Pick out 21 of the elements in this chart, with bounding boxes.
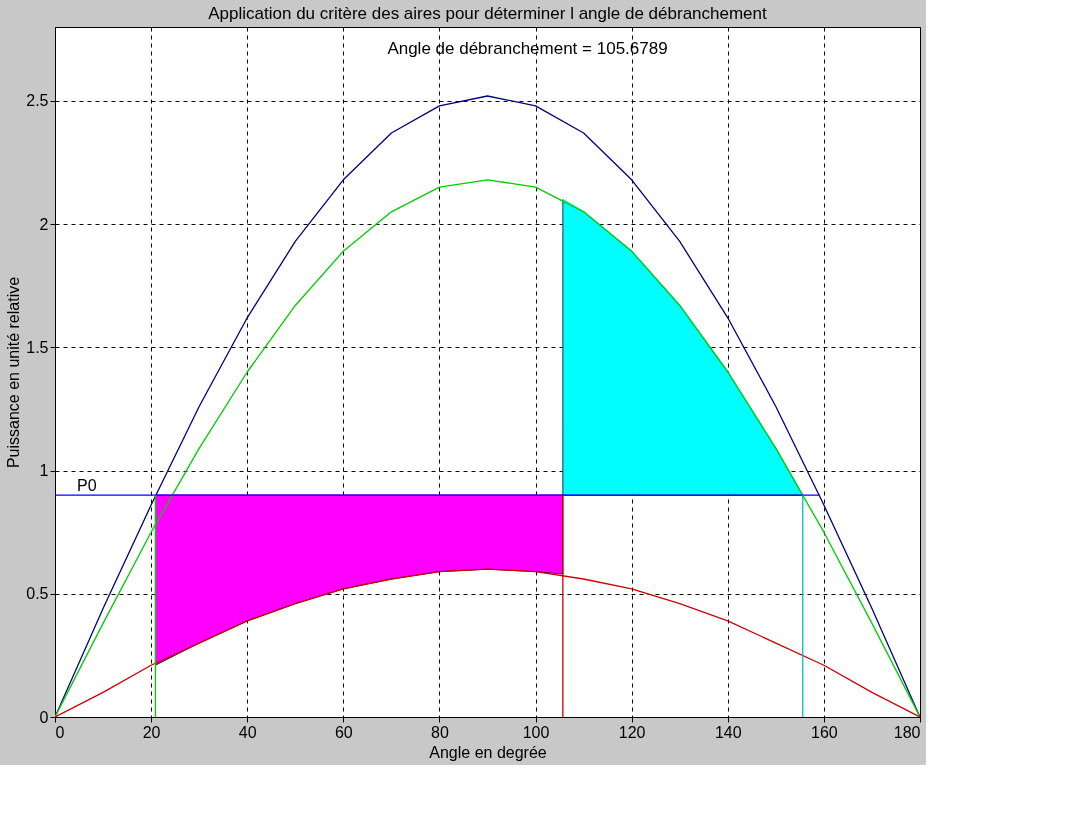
x-tick-label: 80 xyxy=(431,723,449,741)
x-tick-label: 20 xyxy=(142,723,161,741)
y-tick-label: 2.5 xyxy=(26,92,49,110)
series-label: P0 xyxy=(77,477,97,495)
y-tick-label: 1.5 xyxy=(26,338,49,356)
annotation: Angle de débranchement = 105.6789 xyxy=(387,39,668,58)
y-tick-label: 2 xyxy=(39,215,49,233)
x-tick-label: 160 xyxy=(811,723,838,741)
y-tick-label: 0 xyxy=(39,708,49,726)
x-tick-label: 180 xyxy=(893,723,921,741)
y-tick-label: 0.5 xyxy=(26,585,49,603)
x-tick-label: 140 xyxy=(714,723,742,741)
x-tick-label: 120 xyxy=(618,723,646,741)
x-tick-label: 40 xyxy=(238,723,257,741)
chart-title: Application du critère des aires pour déterminer l angle de débranchement xyxy=(208,4,768,23)
x-tick-label: 100 xyxy=(522,723,550,741)
x-tick-label: 60 xyxy=(334,723,353,741)
y-tick-label: 1 xyxy=(39,462,49,480)
x-tick-label: 0 xyxy=(55,723,65,741)
y-axis-title: Puissance en unité relative xyxy=(5,276,23,469)
x-axis-title: Angle en degrée xyxy=(429,743,547,761)
